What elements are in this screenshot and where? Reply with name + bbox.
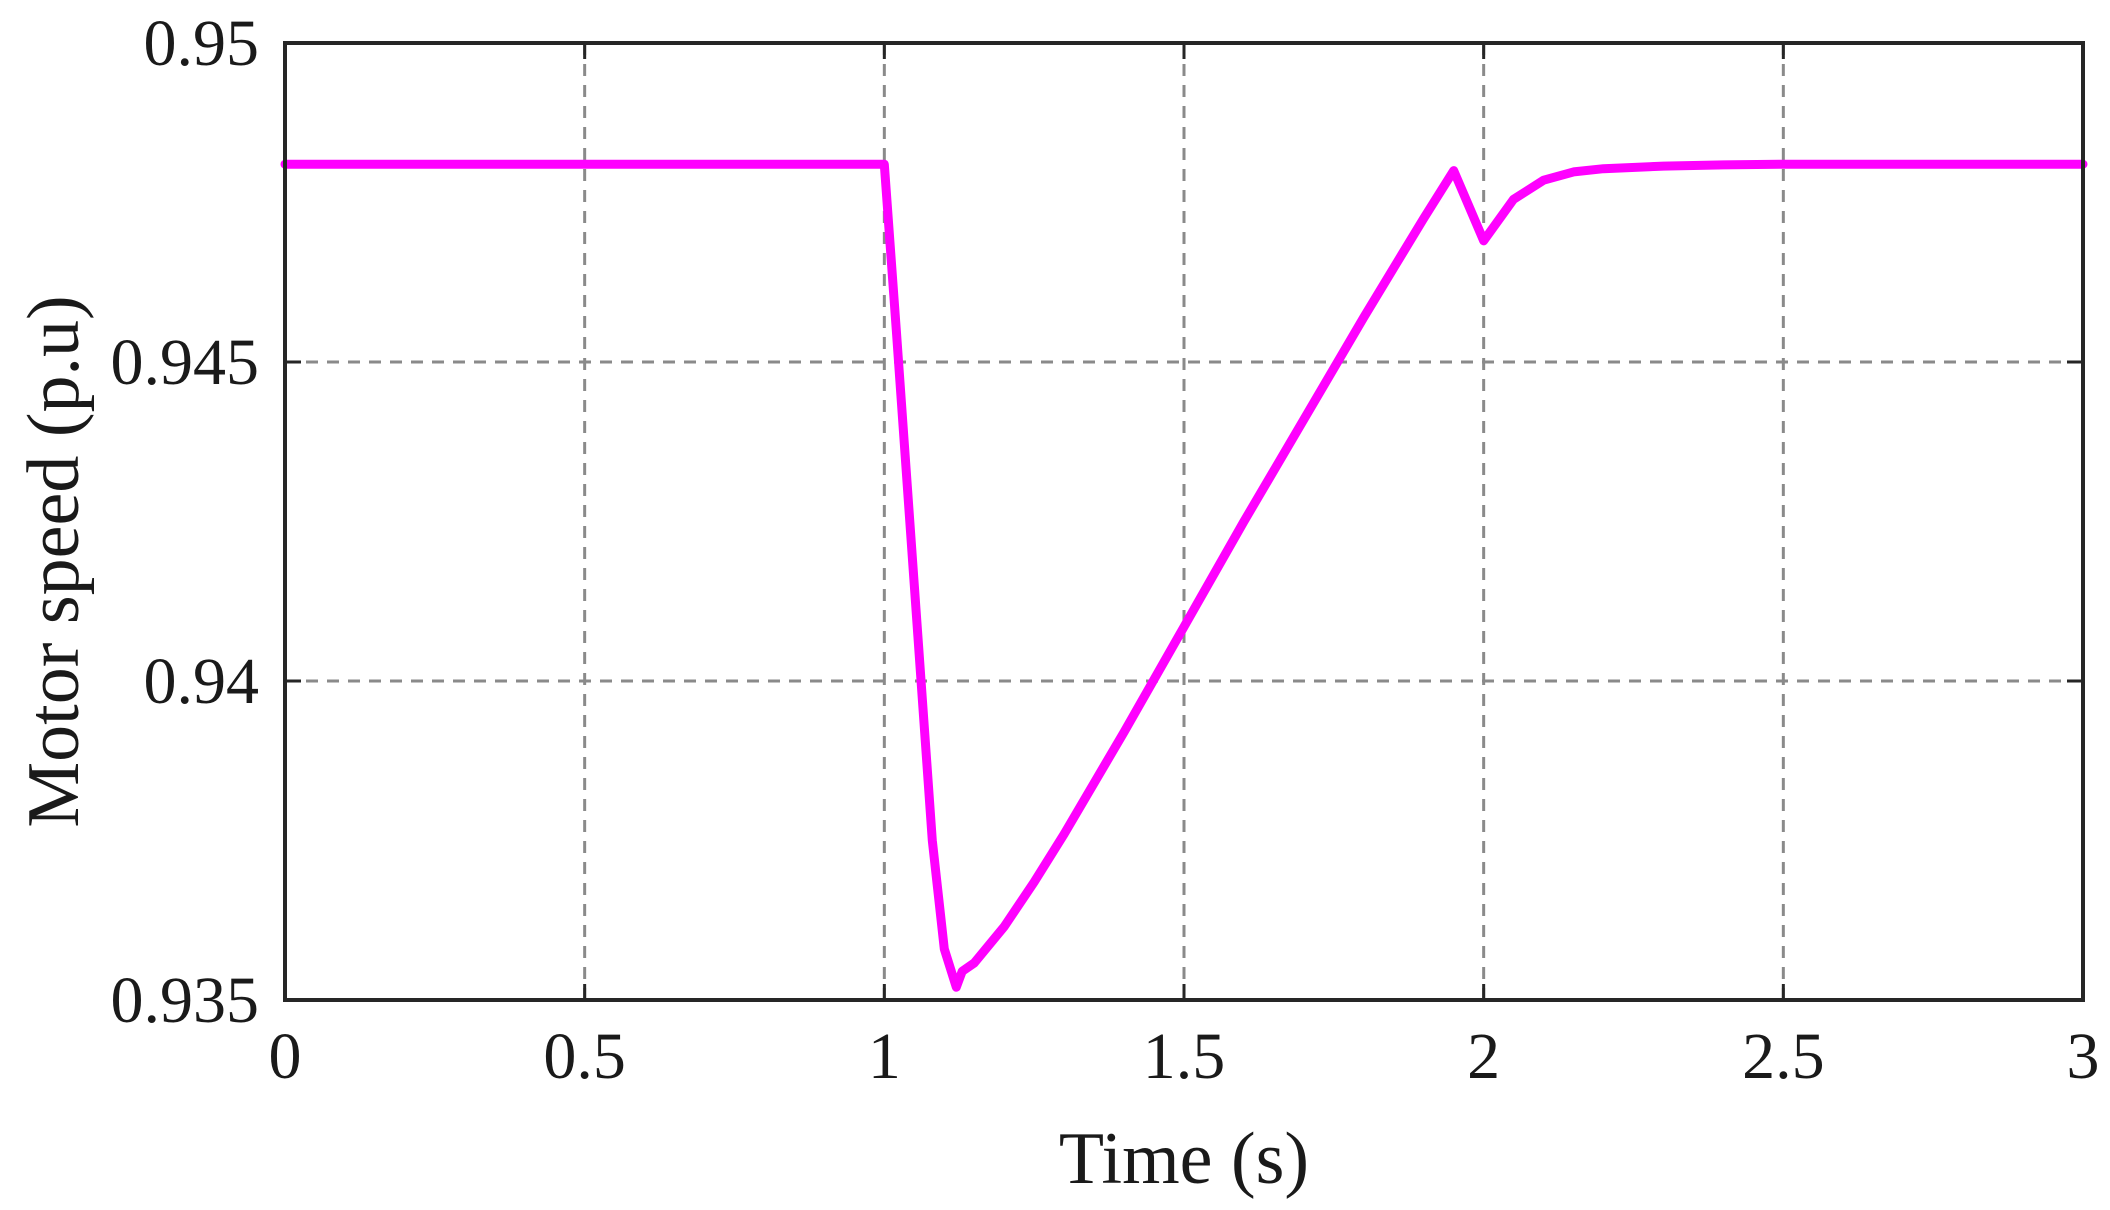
- x-tick-label: 1: [868, 1020, 901, 1093]
- y-tick-label: 0.935: [111, 964, 260, 1037]
- grid: [285, 43, 2083, 1000]
- y-tick-label: 0.94: [144, 645, 260, 718]
- series-layer: [280, 159, 2088, 992]
- series-line-motor-speed: [280, 159, 2088, 992]
- x-tick-label: 1.5: [1143, 1020, 1226, 1093]
- y-axis-label: Motor speed (p.u): [13, 295, 95, 827]
- plot-area-frame: [283, 41, 2085, 1002]
- x-tick-label: 2: [1467, 1020, 1500, 1093]
- axis-ticks: 0 0.5 1 1.5 2 2.5 3 0.935 0.94 0.945 0.95: [111, 7, 2100, 1093]
- x-tick-label: 0.5: [543, 1020, 626, 1093]
- x-axis-label: Time (s): [1059, 1118, 1309, 1200]
- y-tick-label: 0.945: [111, 326, 260, 399]
- x-tick-label: 3: [2067, 1020, 2100, 1093]
- y-tick-label: 0.95: [144, 7, 260, 80]
- x-tick-label: 2.5: [1742, 1020, 1825, 1093]
- x-tick-label: 0: [269, 1020, 302, 1093]
